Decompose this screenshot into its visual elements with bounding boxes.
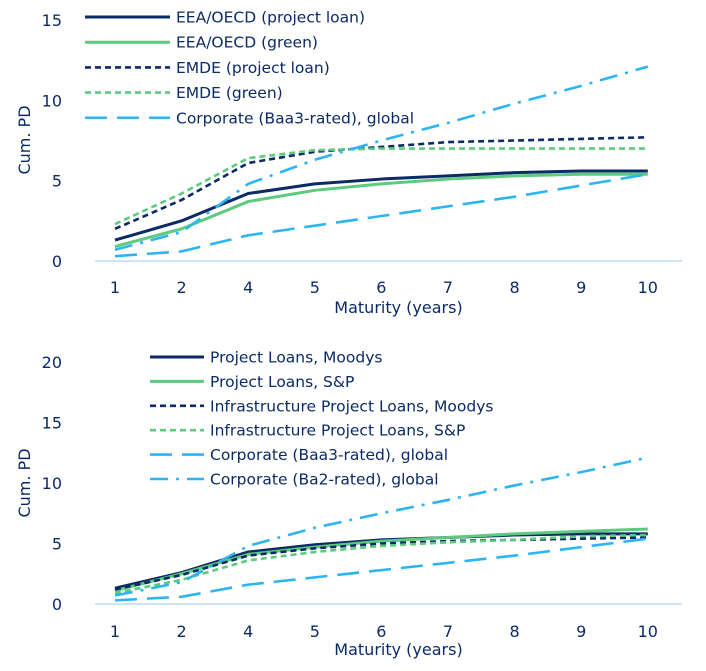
series-line [114,172,649,258]
legend-label: Infrastructure Project Loans, Moodys [210,397,493,415]
series-line [114,169,648,242]
x-tick-label: 6 [376,278,386,297]
legend-label: Project Loans, S&P [210,373,354,391]
x-tick-label: 1 [110,622,120,641]
y-tick-label: 10 [42,474,62,493]
x-tick-label: 8 [510,622,520,641]
legend-label: EEA/OECD (project loan) [176,9,365,27]
legend-label: EMDE (project loan) [176,59,330,77]
x-tick-label: 2 [177,278,187,297]
series-line [114,135,648,231]
x-tick-label: 7 [443,278,453,297]
series-line [114,147,648,226]
legend-label: Corporate (Ba2-rated), global [210,471,439,489]
x-axis-label: Maturity (years) [334,640,462,659]
legend-label: EEA/OECD (green) [176,34,318,52]
series-line [114,536,648,591]
x-tick-label: 9 [576,278,586,297]
y-tick-label: 0 [52,595,62,614]
chart-1: 0 5 10 15 1 2 4 5 6 7 8 9 10 Maturity (years) Cum. PD E… [15,9,682,317]
legend-label: Corporate (Baa3-rated), global [210,446,448,464]
series-line [114,537,648,602]
x-tick-label: 10 [638,622,658,641]
series-line [114,533,648,595]
legend-label: EMDE (green) [176,84,283,102]
y-tick-label: 0 [52,252,62,271]
x-tick-label: 8 [510,278,520,297]
x-tick-label: 2 [177,622,187,641]
y-tick-label: 5 [52,172,62,191]
x-axis-label: Maturity (years) [334,298,462,317]
y-axis-label: Cum. PD [15,448,34,517]
x-tick-label: 7 [443,622,453,641]
legend-label: Infrastructure Project Loans, S&P [210,422,465,440]
x-tick-label: 4 [243,278,253,297]
y-tick-label: 15 [42,414,62,433]
y-tick-label: 20 [42,353,62,372]
series-line [114,527,648,593]
x-tick-label: 10 [638,278,658,297]
y-axis-label: Cum. PD [15,105,34,174]
y-tick-label: 5 [52,535,62,554]
y-tick-label: 10 [42,91,62,110]
x-tick-label: 1 [110,278,120,297]
legend-label: Corporate (Baa3-rated), global [176,109,414,127]
x-tick-label: 9 [576,622,586,641]
x-tick-label: 5 [310,622,320,641]
x-tick-label: 5 [310,278,320,297]
x-tick-label: 6 [376,622,386,641]
x-tick-label: 4 [243,622,253,641]
legend-label: Project Loans, Moodys [210,349,382,367]
y-tick-label: 15 [42,11,62,30]
series-line [114,172,648,248]
